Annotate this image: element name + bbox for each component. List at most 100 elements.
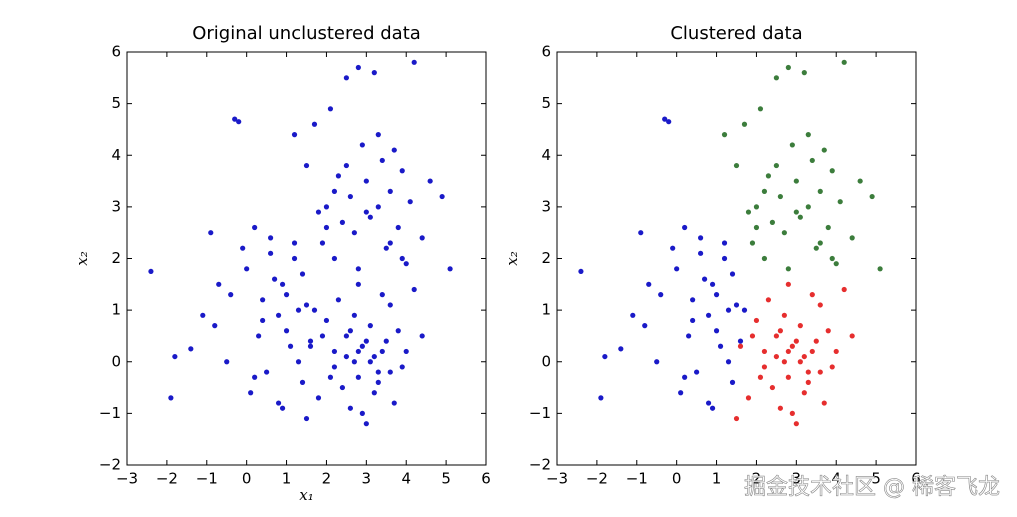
- point: [745, 209, 752, 215]
- point: [256, 333, 262, 339]
- point: [662, 116, 668, 122]
- point: [439, 193, 445, 200]
- x-tick-label: 4: [401, 470, 411, 488]
- point: [733, 415, 740, 422]
- x-tick-label: 0: [242, 470, 252, 488]
- x-tick-label: 5: [871, 470, 881, 488]
- point: [793, 338, 799, 344]
- y-axis-label: x₂: [503, 251, 521, 265]
- x-axis-label: x₁: [299, 486, 313, 504]
- point: [813, 245, 819, 251]
- point: [363, 178, 369, 184]
- point: [331, 188, 338, 194]
- point: [283, 328, 290, 334]
- point: [721, 255, 728, 262]
- point: [212, 323, 218, 329]
- y-tick-label: 5: [111, 94, 121, 112]
- point: [351, 359, 357, 365]
- point: [379, 348, 385, 355]
- point: [260, 317, 266, 324]
- point: [260, 297, 266, 303]
- point: [295, 307, 302, 313]
- point: [817, 188, 823, 194]
- point: [602, 353, 608, 360]
- point: [323, 224, 330, 231]
- point: [741, 121, 748, 127]
- point: [753, 224, 760, 231]
- point: [701, 276, 708, 282]
- point: [797, 359, 803, 365]
- watermark: 掘金技术社区 @ 稀客飞龙: [744, 475, 1000, 500]
- point: [291, 132, 298, 138]
- point: [849, 235, 855, 241]
- point: [678, 390, 684, 396]
- point: [228, 292, 234, 298]
- point: [805, 379, 811, 385]
- point: [618, 346, 624, 352]
- point: [825, 328, 831, 334]
- point: [745, 395, 752, 401]
- point: [773, 162, 779, 169]
- point: [271, 276, 278, 282]
- point: [821, 147, 827, 153]
- point: [343, 353, 349, 360]
- point: [279, 405, 286, 411]
- point: [805, 369, 811, 375]
- point: [347, 193, 353, 200]
- point: [343, 333, 349, 339]
- point: [391, 147, 397, 153]
- point: [761, 364, 768, 370]
- point: [295, 359, 302, 365]
- point: [837, 199, 843, 205]
- chart-title: Original unclustered data: [192, 23, 421, 44]
- point: [753, 204, 760, 210]
- point: [355, 64, 361, 71]
- point: [343, 162, 349, 169]
- point: [785, 348, 791, 355]
- point: [793, 421, 799, 427]
- point: [303, 302, 310, 308]
- point: [765, 173, 772, 179]
- x-tick-label: 3: [362, 470, 372, 488]
- point: [359, 410, 365, 416]
- point: [797, 323, 803, 329]
- point: [375, 369, 381, 375]
- point: [367, 323, 373, 329]
- point: [757, 106, 764, 112]
- point: [323, 204, 330, 210]
- point: [777, 405, 783, 411]
- point: [769, 219, 776, 225]
- point: [359, 343, 365, 349]
- point: [869, 193, 875, 200]
- point: [841, 59, 847, 65]
- point: [387, 240, 393, 246]
- y-tick-label: 1: [541, 301, 551, 319]
- point: [188, 346, 194, 352]
- point: [252, 224, 258, 231]
- point: [375, 379, 381, 385]
- point: [355, 266, 361, 272]
- point: [399, 255, 405, 262]
- x-tick-label: −1: [196, 470, 218, 488]
- point: [761, 255, 768, 262]
- y-tick-label: 2: [111, 249, 121, 267]
- point: [391, 400, 397, 406]
- point: [232, 116, 238, 122]
- point: [725, 307, 732, 313]
- point: [809, 157, 815, 164]
- point: [291, 240, 298, 246]
- point: [717, 343, 724, 349]
- point: [733, 302, 740, 308]
- point: [829, 255, 835, 262]
- point: [419, 333, 425, 339]
- point: [240, 245, 246, 251]
- point: [387, 302, 393, 308]
- point: [367, 359, 373, 365]
- x-tick-label: 2: [752, 470, 762, 488]
- point: [821, 400, 827, 406]
- point: [367, 214, 373, 220]
- point: [248, 390, 254, 396]
- point: [216, 281, 222, 287]
- point: [244, 266, 250, 272]
- point: [355, 348, 361, 355]
